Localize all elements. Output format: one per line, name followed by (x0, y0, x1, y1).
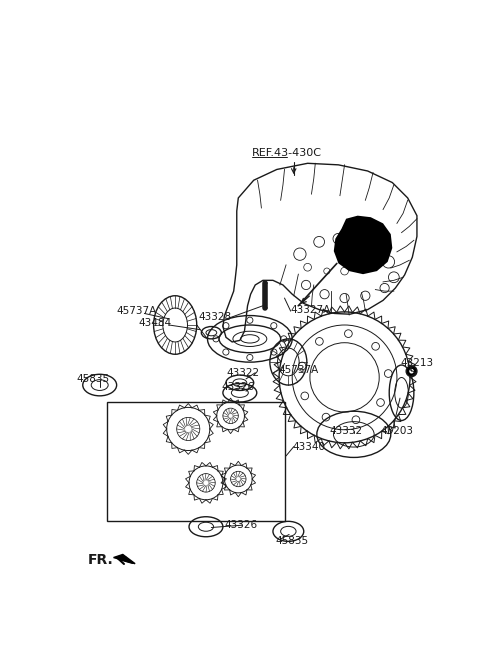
Text: 43484: 43484 (138, 318, 171, 328)
Text: FR.: FR. (88, 553, 114, 567)
Text: 43340: 43340 (292, 441, 325, 452)
Text: 43327A: 43327A (291, 305, 331, 314)
Text: 45737A: 45737A (278, 365, 319, 375)
Text: 43326: 43326 (225, 520, 258, 530)
Text: 43322: 43322 (227, 367, 260, 378)
Text: 43203: 43203 (381, 426, 414, 436)
Text: 43332: 43332 (329, 426, 362, 436)
Text: 45737A: 45737A (117, 306, 157, 316)
Text: 43326: 43326 (221, 382, 254, 392)
Text: 45835: 45835 (275, 536, 308, 546)
Polygon shape (114, 555, 135, 564)
Text: 43328: 43328 (198, 312, 231, 322)
Circle shape (409, 369, 414, 373)
Ellipse shape (406, 365, 417, 377)
Polygon shape (334, 215, 392, 274)
Text: 43213: 43213 (400, 358, 433, 369)
Text: 45835: 45835 (77, 374, 110, 384)
Text: REF.43-430C: REF.43-430C (252, 148, 322, 159)
